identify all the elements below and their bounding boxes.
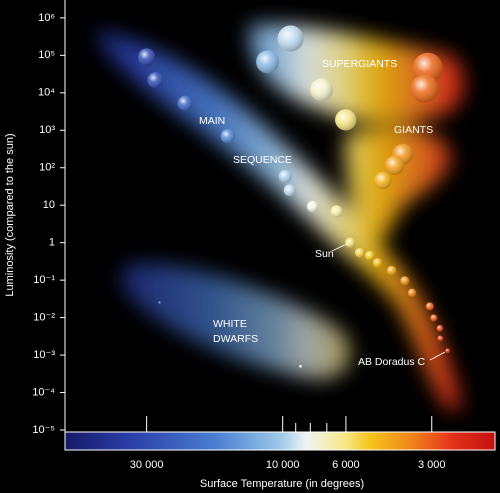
star <box>437 335 444 342</box>
y-tick-label: 10³ <box>39 124 55 136</box>
y-tick-label: 10⁻² <box>33 312 55 324</box>
y-tick-label: 10⁻¹ <box>33 274 55 286</box>
y-tick-label: 10⁶ <box>38 12 55 24</box>
star <box>445 348 450 354</box>
x-tick-label: 10 000 <box>266 459 300 471</box>
y-tick-label: 10² <box>39 162 55 174</box>
ticks: 10⁶ 10⁵ 10⁴ 10³ 10² 10 1 10⁻¹ 10⁻² 10⁻³ 10⁻⁴ 10⁻⁵ 30… <box>32 12 445 471</box>
star <box>345 237 356 248</box>
y-tick-label: 1 <box>49 237 55 249</box>
star <box>354 247 365 258</box>
y-tick-label: 10⁵ <box>38 49 55 61</box>
annotation: SUPERGIANTS <box>322 58 397 70</box>
annotation: Sun <box>315 248 334 260</box>
y-tick-label: 10 <box>43 199 55 211</box>
star <box>436 325 444 332</box>
x-tick-label: 30 000 <box>130 459 164 471</box>
ab-doradus-pointer <box>429 351 446 361</box>
white-dwarf-glow <box>121 263 350 379</box>
star <box>374 171 392 190</box>
star <box>299 364 303 368</box>
y-tick-label: 10⁻³ <box>33 349 55 361</box>
star <box>283 184 296 197</box>
x-tick-label: 3 000 <box>418 459 446 471</box>
annotation: MAIN <box>199 115 225 127</box>
main-sequence-glow <box>95 30 461 412</box>
y-tick-label: 10⁻⁴ <box>32 386 55 398</box>
annotation: GIANTS <box>394 124 433 136</box>
star <box>177 95 193 111</box>
star <box>364 250 375 261</box>
star <box>372 258 383 268</box>
star <box>384 155 405 176</box>
sun-pointer <box>331 242 350 252</box>
star <box>220 129 235 144</box>
star <box>410 74 439 103</box>
annotation: AB Doradus C <box>358 356 426 368</box>
star <box>278 169 292 183</box>
x-axis-title: Surface Temperature (in degrees) <box>200 478 364 490</box>
annotation: WHITE <box>213 318 247 330</box>
star <box>430 314 438 322</box>
giant-glow <box>345 127 451 243</box>
star <box>400 276 410 286</box>
star <box>256 50 279 74</box>
star <box>310 78 334 102</box>
star <box>330 205 343 218</box>
star <box>147 72 163 88</box>
y-axis-title: Luminosity (compared to the sun) <box>4 133 16 296</box>
star <box>407 288 417 297</box>
star <box>335 109 357 131</box>
color-bar <box>64 431 496 451</box>
annotation: DWARFS <box>213 333 258 345</box>
y-tick-label: 10⁴ <box>38 87 55 99</box>
x-tick-label: 6 000 <box>332 459 360 471</box>
star <box>386 265 397 276</box>
annotation: SEQUENCE <box>233 154 292 166</box>
star <box>137 48 156 66</box>
star <box>158 301 162 305</box>
star <box>425 302 434 311</box>
star <box>306 200 319 213</box>
y-tick-label: 10⁻⁵ <box>32 424 55 436</box>
star <box>277 25 304 52</box>
